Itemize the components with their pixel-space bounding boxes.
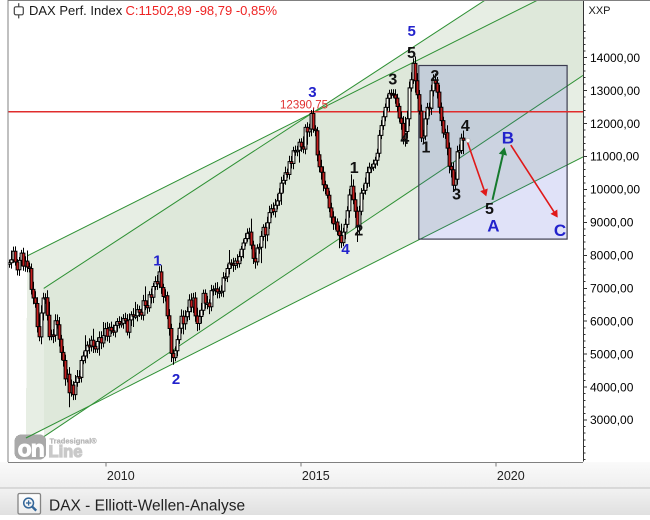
svg-text:9000,00: 9000,00 [590,216,634,230]
svg-text:13000,00: 13000,00 [590,84,640,98]
svg-text:12390,75: 12390,75 [280,100,328,112]
svg-text:1: 1 [350,160,359,177]
svg-text:5: 5 [407,45,416,62]
svg-text:2015: 2015 [302,469,330,483]
svg-text:A: A [487,217,499,236]
svg-text:10000,00: 10000,00 [590,183,640,197]
svg-text:2: 2 [354,223,363,240]
svg-text:5: 5 [485,201,494,218]
svg-text:2020: 2020 [497,469,525,483]
svg-text:1: 1 [153,253,161,270]
svg-text:14000,00: 14000,00 [590,51,640,65]
svg-text:5000,00: 5000,00 [590,347,634,361]
svg-text:3: 3 [308,84,316,101]
svg-text:4000,00: 4000,00 [590,380,634,394]
svg-text:2010: 2010 [107,469,135,483]
svg-text:Line: Line [49,443,83,461]
svg-text:B: B [502,129,514,148]
svg-text:7000,00: 7000,00 [590,281,634,295]
svg-text:C:11502,89 -98,79 -0,85%: C:11502,89 -98,79 -0,85% [126,3,278,18]
svg-text:Tradesignal®: Tradesignal® [50,436,98,445]
svg-text:4: 4 [341,241,350,258]
svg-text:6000,00: 6000,00 [590,314,634,328]
svg-text:on: on [18,436,44,462]
svg-text:4: 4 [461,118,470,135]
svg-text:3: 3 [388,72,397,89]
svg-text:2: 2 [172,371,180,388]
svg-text:1: 1 [422,139,431,156]
svg-text:2: 2 [430,68,439,85]
svg-text:11000,00: 11000,00 [590,150,639,164]
svg-text:3: 3 [452,187,461,204]
svg-text:3000,00: 3000,00 [590,413,634,427]
svg-text:12000,00: 12000,00 [590,117,640,131]
svg-text:8000,00: 8000,00 [590,249,634,263]
svg-text:DAX Perf. Index: DAX Perf. Index [29,3,123,18]
svg-text:DAX - Elliott-Wellen-Analyse: DAX - Elliott-Wellen-Analyse [49,498,245,515]
svg-text:5: 5 [408,23,416,40]
svg-text:4: 4 [400,131,409,148]
svg-text:XXP: XXP [589,5,611,17]
svg-text:C: C [554,221,566,240]
